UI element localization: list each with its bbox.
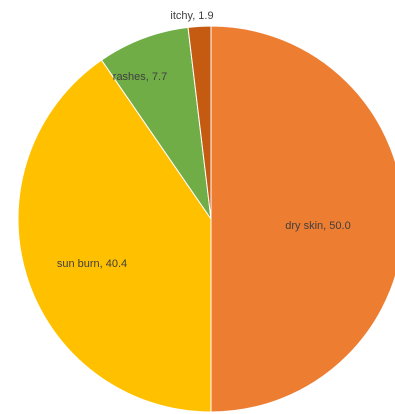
pie-slices [17,25,395,413]
data-label-sun-burn: sun burn, 40.4 [57,258,127,270]
pie-slice-sun-burn [17,59,212,413]
data-label-itchy: itchy, 1.9 [170,10,213,22]
data-label-rashes: rashes, 7.7 [113,71,167,83]
pie-slice-dry-skin [210,25,395,413]
pie-slice-rashes [100,26,212,220]
data-label-dry-skin: dry skin, 50.0 [285,220,350,232]
pie-slice-itchy [187,25,212,220]
pie-data-labels: dry skin, 50.0 sun burn, 40.4 rashes, 7.7 i… [57,10,351,270]
